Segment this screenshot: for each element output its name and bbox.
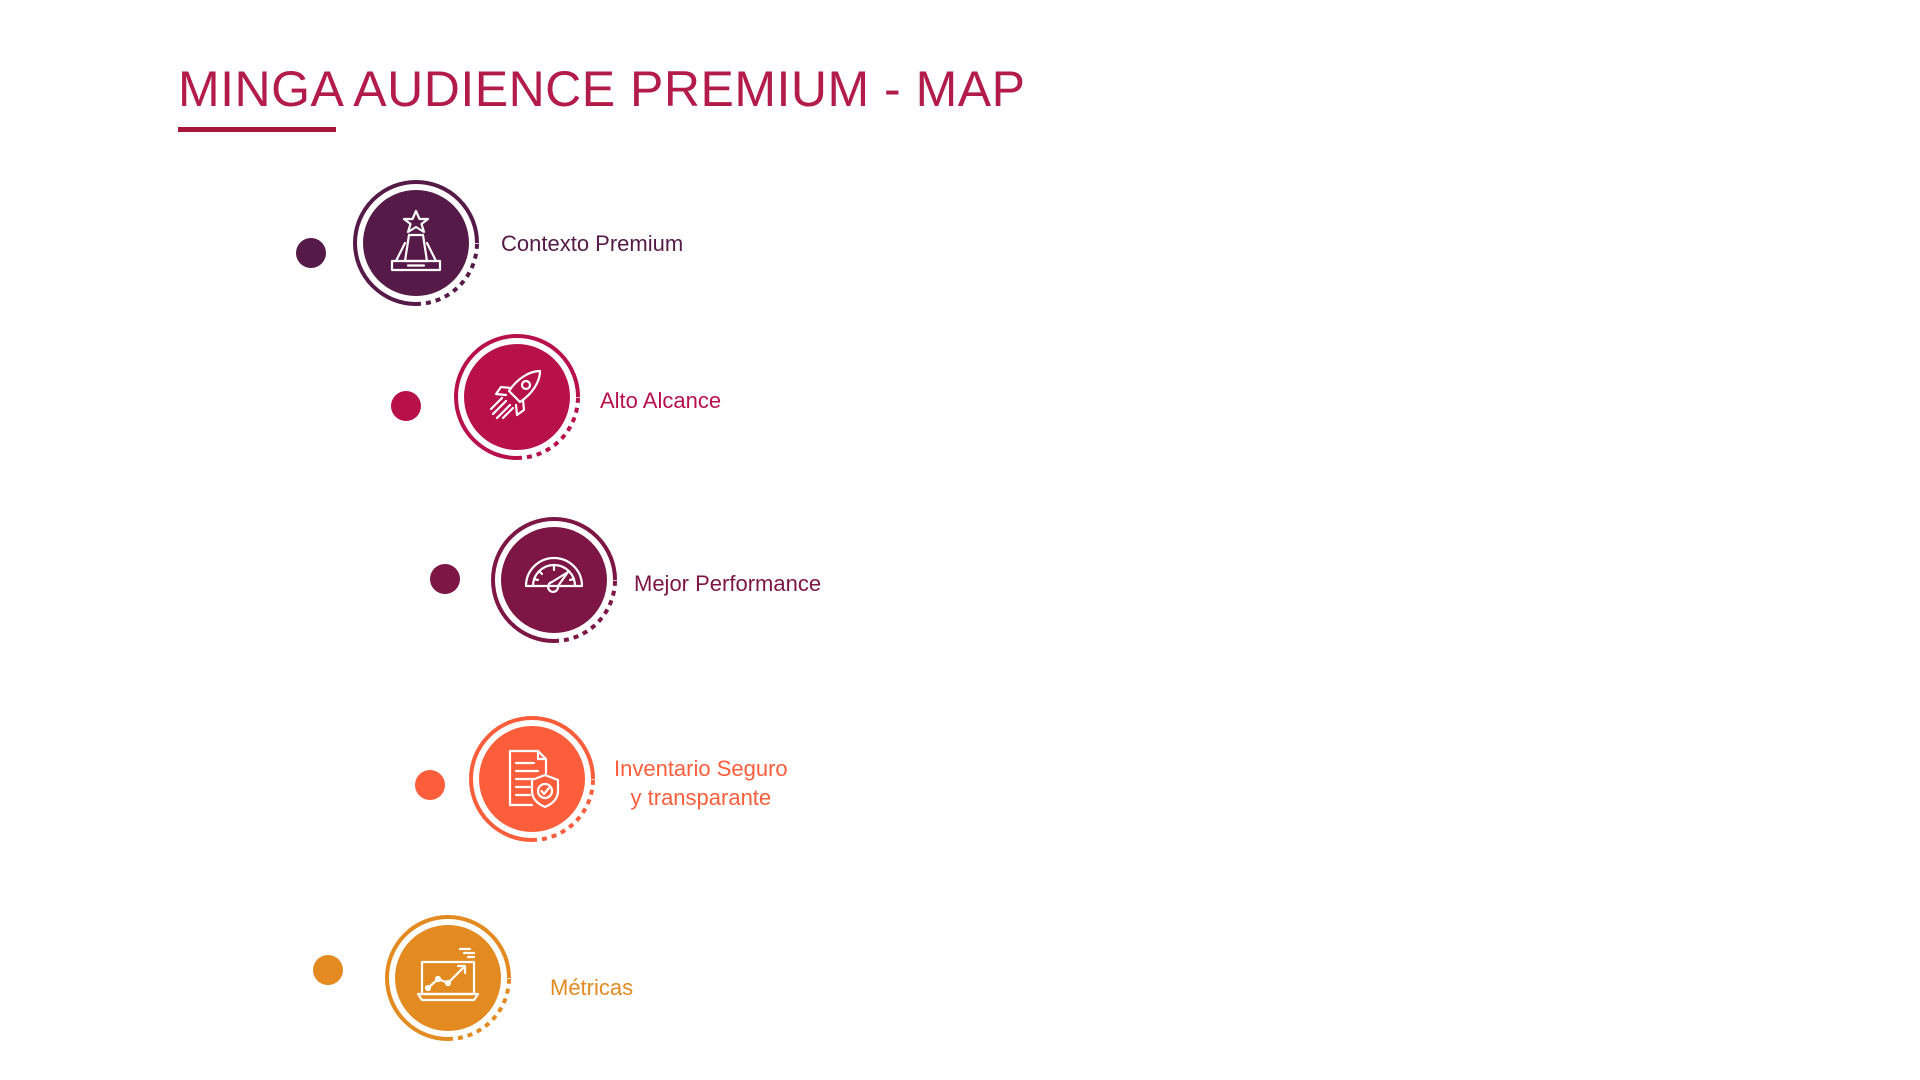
bullet-dot: [313, 955, 343, 985]
secure-document-icon: [508, 749, 560, 809]
item-label: Inventario Seguro y transparante: [614, 756, 788, 810]
page-title: MINGA AUDIENCE PREMIUM - MAP: [178, 61, 1026, 117]
analytics-screen-icon: [416, 947, 480, 1002]
icon-badge: [488, 514, 620, 646]
item-label: Mejor Performance: [634, 571, 822, 596]
bullet-dot: [391, 391, 421, 421]
bullet-dot: [415, 770, 445, 800]
item-label: Contexto Premium: [501, 231, 684, 256]
bullet-dot: [430, 564, 460, 594]
item-label: Métricas: [550, 975, 634, 1000]
rocket-icon: [489, 369, 542, 420]
icon-badge: [451, 331, 583, 463]
icon-badge: [466, 713, 598, 845]
icon-badge: [382, 912, 514, 1044]
icon-badge: [350, 177, 482, 309]
trophy-icon: [390, 209, 442, 272]
bullet-dot: [296, 238, 326, 268]
speedometer-icon: [524, 556, 584, 593]
item-label: Alto Alcance: [600, 388, 722, 413]
title-underline: [178, 127, 336, 132]
